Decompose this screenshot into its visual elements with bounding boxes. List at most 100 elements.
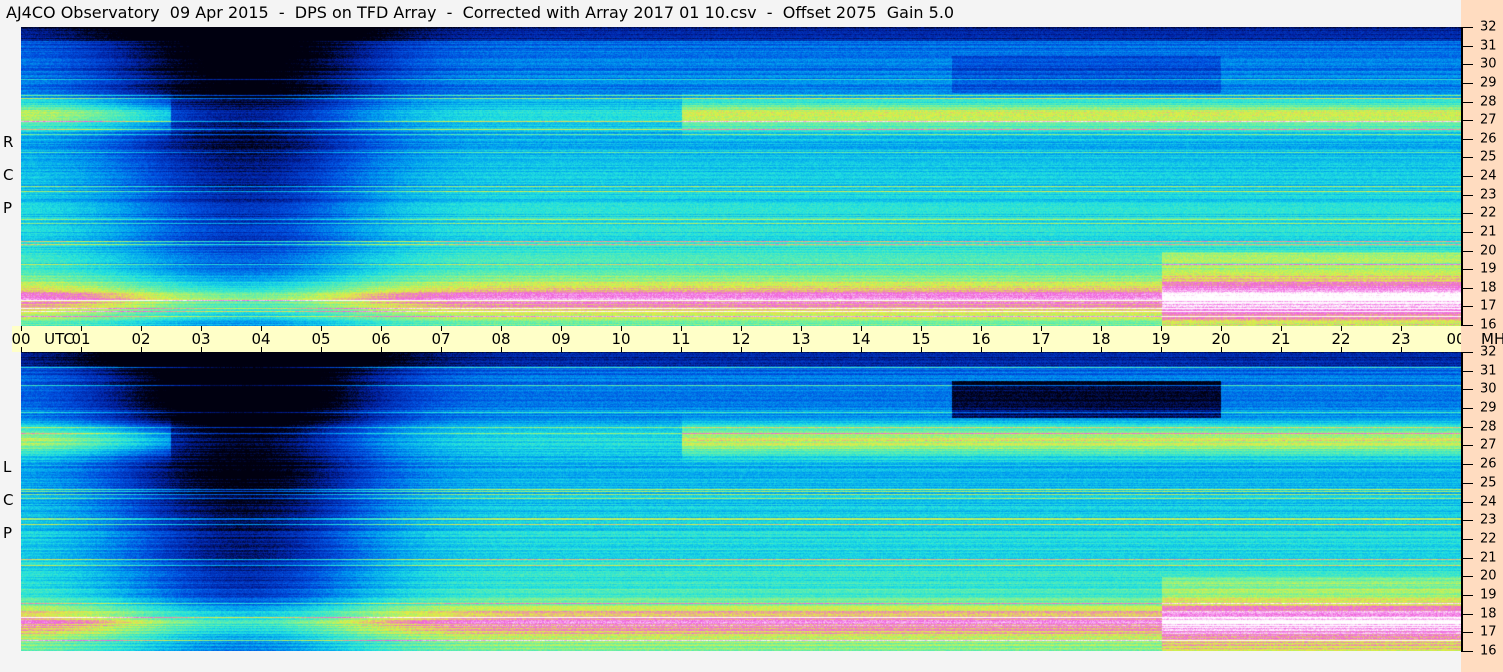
frequency-tick [1461,45,1473,47]
time-tick-label: 13 [791,330,811,348]
time-tick-label: 02 [131,330,151,348]
frequency-tick [1461,370,1473,372]
frequency-tick [1461,306,1473,308]
frequency-tick [1461,352,1473,353]
time-tick [201,326,202,331]
time-tick [1401,326,1402,331]
frequency-tick-label: 32 [1480,19,1497,35]
frequency-tick-label: 17 [1480,298,1497,314]
time-tick [681,347,682,352]
time-tick [1341,347,1342,352]
frequency-tick-label: 27 [1480,437,1497,453]
frequency-tick [1461,101,1473,103]
time-tick [321,326,322,331]
time-axis: 00 01 02 03 04 05 06 07 08 09 10 11 12 13 14 15 16 17 18 19… [11,326,1474,352]
frequency-tick-label: 24 [1480,494,1497,509]
time-tick [741,326,742,331]
frequency-tick-label: 31 [1480,363,1497,379]
time-tick-label: 07 [431,330,451,348]
frequency-tick-label: 28 [1480,94,1497,109]
time-tick [441,347,442,352]
frequency-tick-label: 23 [1480,512,1497,528]
frequency-tick-label: 30 [1480,56,1497,72]
time-tick [861,347,862,352]
time-tick [921,347,922,352]
frequency-tick [1461,613,1473,615]
time-tick [1281,326,1282,331]
time-tick-label: 03 [191,330,211,348]
frequency-tick [1461,138,1473,140]
time-tick-label: 23 [1391,330,1411,348]
panel-label-letter: C [3,491,14,509]
time-tick [801,326,802,331]
time-tick [81,326,82,331]
frequency-tick-label: 27 [1480,112,1497,128]
frequency-tick-label: 29 [1480,75,1497,91]
time-tick [141,347,142,352]
time-tick [261,326,262,331]
lcp-heatmap [21,352,1461,651]
frequency-tick-label: 25 [1480,149,1497,165]
time-tick [981,326,982,331]
time-tick [21,347,22,352]
panel-label-letter: P [3,199,13,217]
frequency-tick-label: 16 [1480,317,1497,333]
time-tick [501,326,502,331]
time-tick-label: 14 [851,330,871,348]
time-tick-label: 11 [671,330,691,348]
time-tick [201,347,202,352]
time-tick [141,326,142,331]
frequency-tick-label: 28 [1480,419,1497,435]
time-tick [621,347,622,352]
frequency-tick-label: 20 [1480,243,1497,258]
time-tick [681,326,682,331]
time-tick [441,326,442,331]
rcp-heatmap [21,27,1461,326]
frequency-tick [1461,445,1473,447]
frequency-unit-label: MHz [1481,330,1503,348]
frequency-tick-label: 32 [1480,344,1497,360]
time-tick [981,347,982,352]
time-tick [1221,347,1222,352]
frequency-tick-label: 24 [1480,168,1497,184]
frequency-tick-label: 22 [1480,531,1497,547]
panel-label-letter: L [3,458,12,476]
frequency-tick [1461,557,1473,559]
frequency-axis: 32 31 30 29 28 27 26 25 24 23 22 21 20 19 18 17 16 32 31 30… [1461,0,1503,672]
frequency-tick [1461,426,1473,428]
time-tick-label: 04 [251,330,271,348]
rcp-spectrogram [21,27,1461,326]
frequency-tick [1461,157,1473,159]
time-tick [741,347,742,352]
frequency-tick [1461,389,1473,391]
time-tick [1341,326,1342,331]
time-tick [561,347,562,352]
frequency-tick [1461,250,1473,252]
frequency-tick-label: 22 [1480,205,1497,221]
time-tick [1281,347,1282,352]
frequency-tick-label: 29 [1480,400,1497,416]
frequency-tick [1461,632,1473,634]
frequency-tick [1461,194,1473,196]
time-tick-label: 05 [311,330,331,348]
time-tick [501,347,502,352]
time-tick-label: 12 [731,330,751,348]
frequency-tick-label: 21 [1480,224,1497,240]
frequency-tick [1461,269,1473,271]
time-tick [1041,326,1042,331]
frequency-tick-label: 26 [1480,131,1497,147]
frequency-tick [1461,501,1473,503]
frequency-tick [1461,538,1473,540]
time-tick-label: 15 [911,330,931,348]
frequency-tick [1461,64,1473,66]
time-tick-label: 19 [1151,330,1171,348]
frequency-tick [1461,520,1473,522]
time-tick-label: 01 [71,330,91,348]
time-tick [21,326,22,331]
time-tick [381,326,382,331]
time-tick [1101,326,1102,331]
frequency-tick [1461,576,1473,578]
time-tick-label: 10 [611,330,631,348]
time-tick [321,347,322,352]
